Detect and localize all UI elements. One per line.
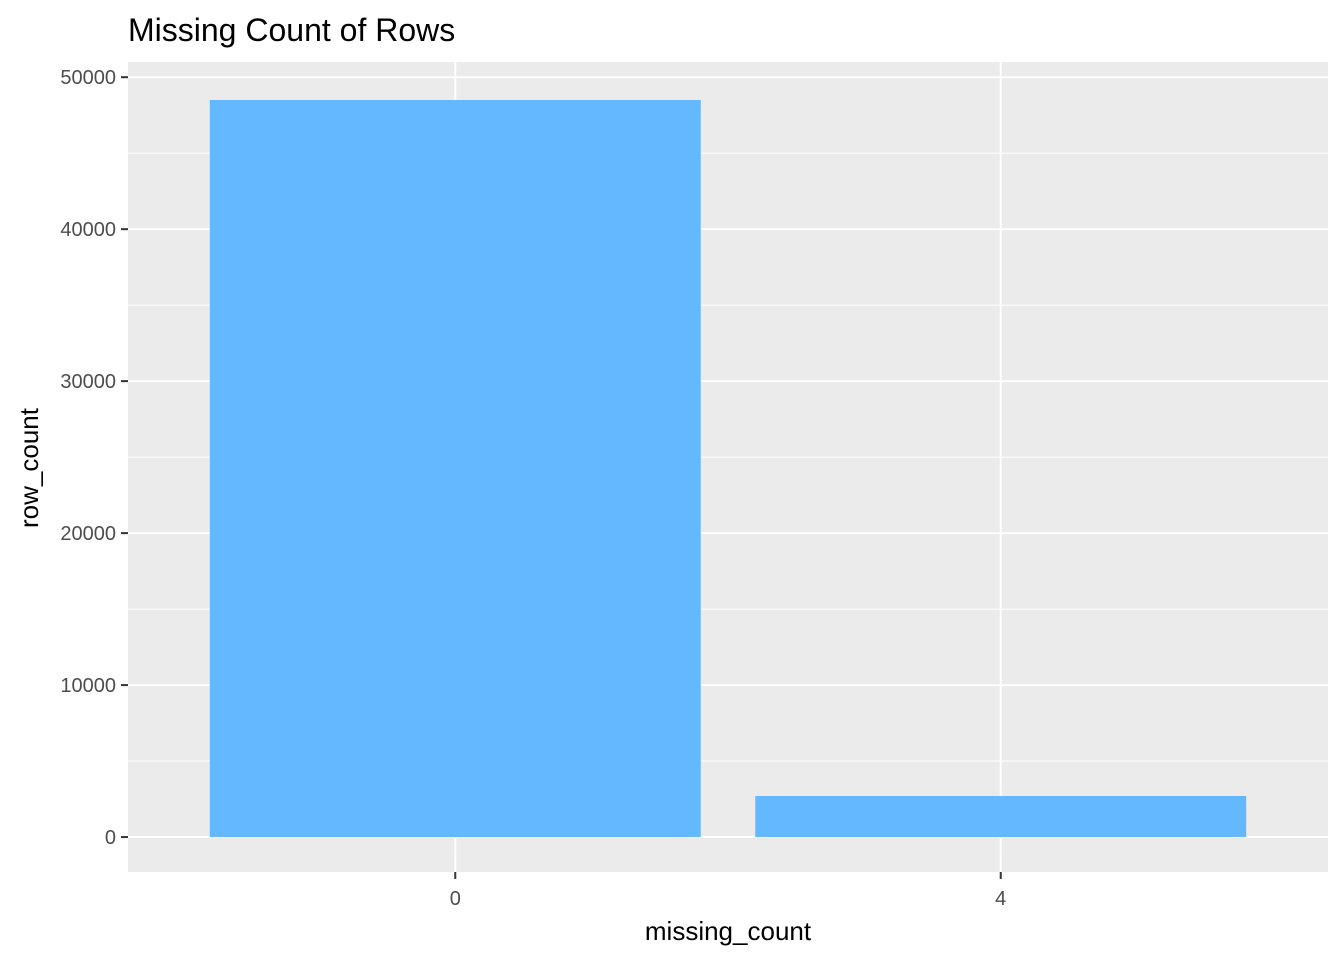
x-axis-title: missing_count bbox=[645, 916, 812, 946]
chart-title: Missing Count of Rows bbox=[128, 12, 455, 48]
y-tick-label: 20000 bbox=[60, 523, 116, 545]
y-tick-label: 10000 bbox=[60, 675, 116, 697]
y-axis: 0 10000 20000 30000 40000 50000 bbox=[60, 67, 128, 849]
x-tick-label: 0 bbox=[450, 888, 461, 910]
y-tick-label: 30000 bbox=[60, 371, 116, 393]
y-tick-label: 50000 bbox=[60, 67, 116, 89]
bars bbox=[209, 99, 1247, 838]
bar-4 bbox=[755, 796, 1247, 838]
bar-0 bbox=[209, 99, 701, 838]
y-tick-label: 0 bbox=[105, 827, 116, 849]
y-axis-title: row_count bbox=[14, 407, 44, 528]
y-tick-label: 40000 bbox=[60, 219, 116, 241]
x-tick-label: 4 bbox=[995, 888, 1006, 910]
